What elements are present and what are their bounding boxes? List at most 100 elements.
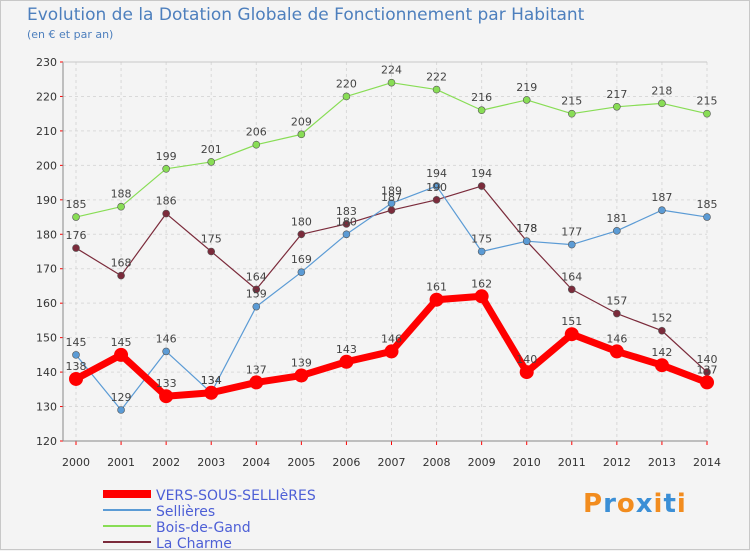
data-label: 188: [111, 188, 132, 201]
x-tick-label: 2011: [558, 456, 586, 469]
logo-letter: P: [583, 489, 604, 519]
data-point: [567, 240, 576, 249]
data-point: [432, 182, 441, 190]
data-point: [474, 289, 489, 304]
data-point: [613, 102, 621, 111]
x-tick-label: 2009: [468, 456, 496, 469]
data-point: [252, 140, 261, 149]
data-label: 199: [156, 150, 177, 163]
data-label: 224: [381, 64, 402, 77]
data-label: 139: [291, 357, 312, 370]
data-point: [567, 109, 576, 118]
data-point: [339, 354, 354, 369]
data-point: [522, 96, 531, 104]
data-label: 185: [66, 198, 87, 211]
data-point: [162, 209, 170, 218]
data-label: 178: [516, 222, 537, 235]
data-point: [207, 247, 216, 256]
data-label: 185: [697, 198, 718, 211]
data-point: [522, 237, 531, 245]
data-label: 151: [561, 315, 582, 328]
data-point: [658, 206, 666, 214]
data-label: 168: [111, 257, 132, 270]
data-point: [658, 99, 666, 108]
series-2: [72, 78, 711, 221]
x-tick-label: 2003: [197, 456, 225, 469]
chart-subtitle: (en € et par an): [27, 28, 114, 41]
data-label: 138: [66, 360, 87, 373]
data-label: 220: [336, 77, 357, 90]
legend: VERS-SOUS-SELLIèRESSellièresBois-de-Gand…: [103, 488, 316, 551]
data-point: [387, 206, 396, 214]
data-point: [297, 268, 306, 276]
data-label: 159: [246, 288, 267, 301]
logo-letter: i: [676, 489, 687, 519]
data-point: [613, 309, 621, 318]
data-label: 180: [336, 215, 357, 228]
proxiti-logo: Proxiti: [583, 489, 687, 519]
data-point: [342, 230, 351, 239]
data-point: [69, 371, 83, 386]
data-label: 152: [651, 312, 672, 325]
logo-letter: r: [603, 489, 617, 519]
data-point: [207, 158, 216, 166]
x-tick-label: 2006: [332, 456, 360, 469]
x-tick-label: 2000: [62, 456, 90, 469]
data-point: [432, 196, 441, 204]
data-point: [609, 344, 624, 359]
y-tick-label: 130: [36, 401, 57, 414]
y-tick-label: 230: [36, 56, 57, 69]
axes: 120 130 140 150 160 170 180 190 200 210 220 230 2000…: [36, 56, 721, 469]
data-label: 134: [201, 374, 222, 387]
data-label: 219: [516, 81, 537, 94]
data-label: 143: [336, 343, 357, 356]
data-label: 194: [471, 167, 492, 180]
data-point: [387, 78, 396, 87]
series-layer: [69, 78, 714, 414]
data-point: [117, 271, 125, 280]
data-label: 186: [156, 195, 177, 208]
data-label: 177: [561, 226, 582, 239]
data-point: [117, 406, 125, 414]
y-tick-label: 200: [36, 159, 57, 172]
legend-item: VERS-SOUS-SELLIèRES: [103, 488, 316, 504]
data-label: 222: [426, 71, 447, 84]
series-3: [72, 182, 711, 376]
data-point: [564, 327, 579, 342]
data-label: 209: [291, 115, 312, 128]
data-point: [387, 199, 396, 208]
data-label: 216: [471, 91, 492, 104]
x-tick-label: 2002: [152, 456, 180, 469]
data-label: 187: [381, 191, 402, 204]
data-label: 217: [606, 88, 627, 101]
legend-label: La Charme: [156, 536, 232, 551]
x-tick-label: 2013: [648, 456, 676, 469]
data-label: 181: [606, 212, 627, 225]
data-point: [477, 247, 486, 256]
data-point: [162, 347, 170, 356]
data-point: [72, 213, 80, 221]
data-label: 215: [697, 95, 718, 108]
y-tick-label: 160: [36, 297, 57, 310]
data-point: [654, 358, 669, 373]
data-label: 162: [471, 277, 492, 290]
data-point: [117, 202, 125, 211]
y-tick-label: 170: [36, 263, 57, 276]
data-label: 189: [381, 184, 402, 197]
data-label: 194: [426, 167, 447, 180]
data-point: [297, 130, 306, 139]
data-point: [297, 230, 306, 239]
legend-item: Sellières: [103, 504, 215, 520]
x-tick-label: 2008: [423, 456, 451, 469]
data-label: 133: [156, 377, 177, 390]
y-tick-label: 190: [36, 194, 57, 207]
x-tick-label: 2004: [242, 456, 270, 469]
data-label: 129: [111, 391, 132, 404]
data-label: 157: [606, 295, 627, 308]
data-point: [294, 368, 309, 383]
data-label: 142: [651, 346, 672, 359]
data-label: 180: [291, 215, 312, 228]
data-point: [252, 302, 261, 311]
